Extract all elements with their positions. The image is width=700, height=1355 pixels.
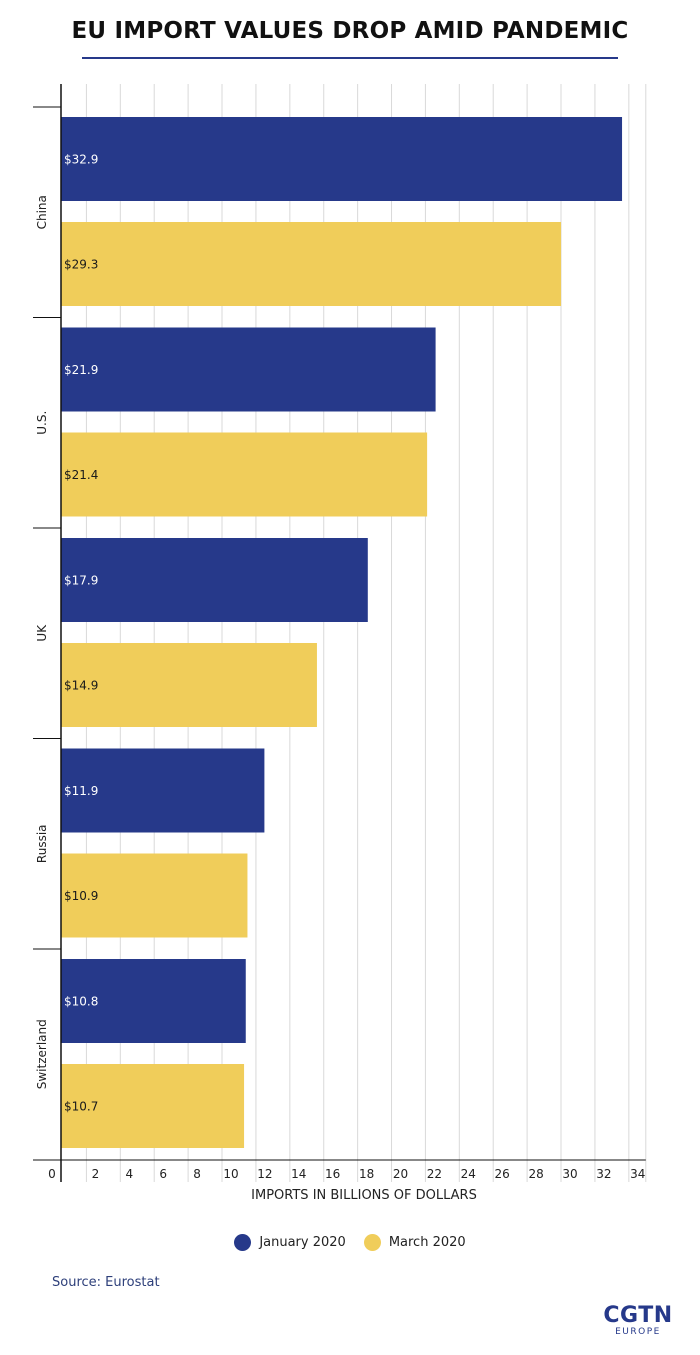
category-label: UK [35, 624, 49, 642]
data-label: $21.4 [64, 468, 98, 482]
bar [61, 1064, 245, 1148]
x-tick-label: 8 [193, 1167, 201, 1181]
category-label: China [35, 195, 49, 229]
bar [61, 117, 623, 201]
bar [61, 538, 368, 622]
category-label: U.S. [35, 411, 49, 435]
bar [61, 853, 248, 938]
x-tick-label: 14 [291, 1167, 306, 1181]
cgtn-logo: CGTN EUROPE [598, 1305, 678, 1338]
logo-sub-text: EUROPE [615, 1327, 661, 1337]
x-tick-label: 16 [325, 1167, 340, 1181]
x-tick-label: 22 [427, 1167, 442, 1181]
legend: January 2020 March 2020 [0, 1234, 700, 1251]
x-tick-label: 4 [125, 1167, 133, 1181]
data-label: $14.9 [64, 679, 98, 693]
bar [61, 432, 428, 517]
x-tick-label: 34 [630, 1167, 645, 1181]
legend-swatch-march [363, 1234, 381, 1251]
legend-swatch-january [234, 1234, 252, 1251]
category-label: Switzerland [35, 1019, 49, 1089]
bar [61, 643, 317, 727]
x-tick-label: 0 [48, 1167, 56, 1181]
x-tick-label: 10 [223, 1167, 238, 1181]
bar [61, 222, 562, 306]
data-label: $10.8 [64, 995, 98, 1009]
x-tick-label: 32 [596, 1167, 611, 1181]
legend-label-march: March 2020 [388, 1235, 466, 1250]
legend-label-january: January 2020 [259, 1235, 346, 1250]
category-label: Russia [35, 824, 49, 863]
data-label: $21.9 [64, 363, 98, 377]
bar [61, 748, 265, 833]
chart-title: EU IMPORT VALUES DROP AMID PANDEMIC [71, 18, 629, 44]
bar [61, 327, 436, 412]
x-tick-label: 30 [562, 1167, 577, 1181]
bar [61, 959, 246, 1043]
data-label: $10.9 [64, 889, 98, 903]
source-note: Source: Eurostat [52, 1275, 160, 1290]
data-label: $32.9 [64, 153, 98, 167]
data-label: $29.3 [64, 258, 98, 272]
data-label: $10.7 [64, 1100, 98, 1114]
x-tick-label: 6 [159, 1167, 167, 1181]
x-tick-label: 20 [393, 1167, 408, 1181]
data-label: $17.9 [64, 574, 98, 588]
x-tick-label: 2 [92, 1167, 100, 1181]
logo-main-text: CGTN [603, 1303, 673, 1328]
legend-item-january: January 2020 [234, 1234, 346, 1251]
x-axis-label: IMPORTS IN BILLIONS OF DOLLARS [251, 1188, 477, 1203]
x-tick-label: 12 [257, 1167, 272, 1181]
x-tick-label: 18 [359, 1167, 374, 1181]
legend-item-march: March 2020 [363, 1234, 466, 1251]
x-tick-label: 28 [528, 1167, 543, 1181]
x-tick-label: 24 [461, 1167, 476, 1181]
x-tick-label: 26 [495, 1167, 510, 1181]
title-underline [82, 57, 618, 59]
data-label: $11.9 [64, 784, 98, 798]
